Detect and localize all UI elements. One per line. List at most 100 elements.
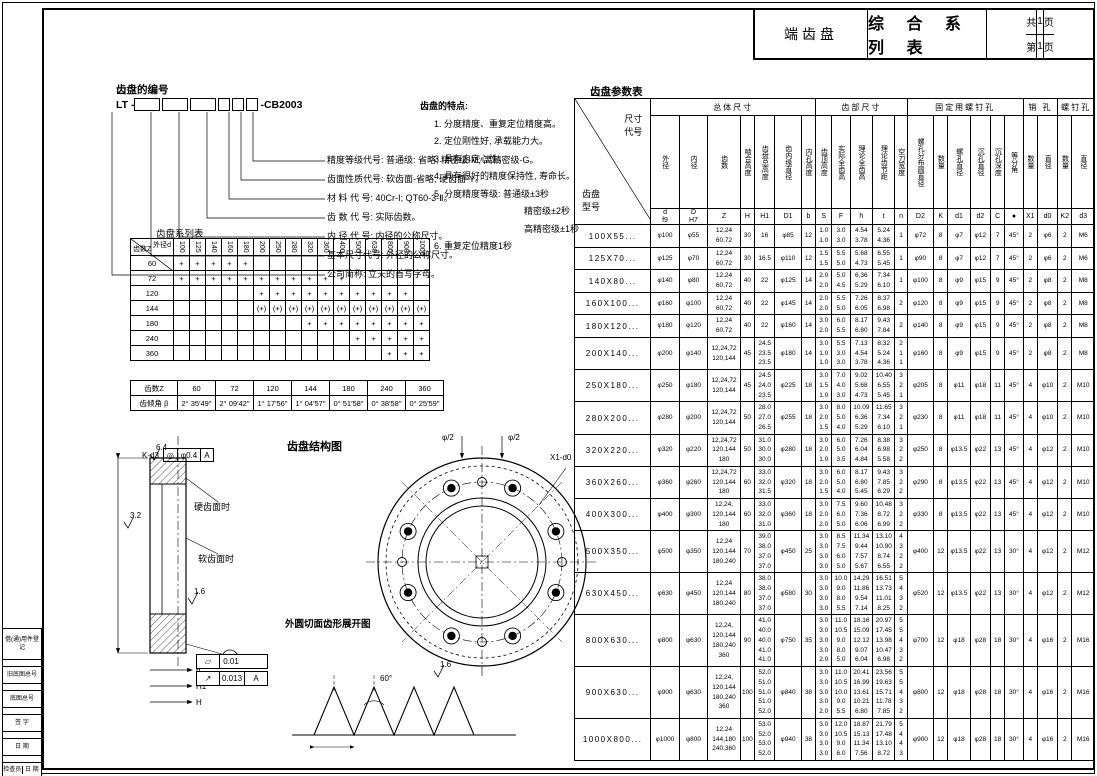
margin-spacer: [2, 756, 42, 763]
legend-line-4: 齿 数 代 号: 实际齿数。: [327, 212, 421, 222]
margin-block-1: 借(通)用件登记: [2, 628, 42, 660]
param-value: 45°: [1004, 369, 1024, 403]
param-value: φ15: [969, 336, 992, 371]
hard-face-label: 硬齿面时: [194, 501, 230, 512]
series-mark: +: [397, 345, 414, 361]
center-square: [475, 555, 489, 569]
param-value: 4: [1022, 614, 1038, 668]
param-value: φ125: [774, 269, 802, 293]
param-value: φ12: [1036, 530, 1059, 574]
param-value: 8: [933, 336, 949, 371]
series-mark: [397, 270, 414, 286]
param-value: 60: [739, 465, 756, 500]
margin-blocks: 借(通)用件登记 旧底图总号 底图总号签 字日 期检查员日 期: [2, 628, 42, 776]
pages-unit-label: 页: [1043, 18, 1054, 30]
param-value: 2: [1022, 336, 1038, 371]
param-value: 40: [739, 314, 756, 338]
param-value: φ12: [969, 246, 992, 271]
series-mark: [381, 270, 398, 286]
param-value: φ250: [906, 433, 935, 467]
param-value: 4: [1022, 433, 1038, 467]
profile-figure-title: 外圆切面齿形展开图: [285, 619, 371, 630]
page-info: 共 1 页 第 1 页: [987, 10, 1093, 58]
section-view-figure: 6.4 3.2 1.6 硬齿面时 软齿面时 b H1 H A: [115, 436, 239, 707]
param-symbol-12: n: [894, 207, 908, 226]
param-symbol-19: X1: [1022, 207, 1038, 226]
series-mark: +: [173, 255, 190, 271]
series-mark: +: [349, 315, 366, 331]
series-col-320: 320: [301, 238, 318, 256]
param-value: φ18: [969, 401, 992, 435]
series-col-280: 280: [285, 238, 302, 256]
param-value: M16: [1071, 614, 1095, 668]
param-model: 250X180...: [573, 369, 652, 403]
series-col-630: 630: [365, 238, 382, 256]
param-value: 38: [800, 666, 817, 719]
series-mark: [173, 315, 190, 331]
param-col-label-8: 齿顶高度: [815, 115, 833, 209]
param-symbol-14: K: [933, 207, 949, 226]
param-value: 5 5 4 3 2: [894, 614, 908, 668]
param-symbol-7: b: [800, 207, 817, 226]
param-value: 14: [800, 336, 817, 371]
param-value: 3 2 2: [894, 433, 908, 467]
param-value: φ520: [906, 572, 935, 616]
param-value: φ6: [1036, 224, 1059, 248]
param-value: M8: [1071, 314, 1095, 338]
param-value: 2.0 2.0: [815, 269, 833, 293]
param-value: φ1000: [650, 717, 680, 761]
param-value: 5 4 4 3: [894, 717, 908, 761]
param-value: 2 1 1: [894, 336, 908, 371]
param-value: M12: [1071, 530, 1095, 574]
param-value: φ6: [1036, 246, 1059, 271]
series-row-z60: 60 + + + + +: [130, 255, 430, 271]
param-value: 33.0 32.0 31.0: [753, 498, 776, 532]
param-model: 140X80...: [573, 269, 652, 293]
param-value: 12,24 60,72: [707, 224, 741, 248]
series-col-200: 200: [253, 238, 270, 256]
param-value: 2: [1057, 336, 1073, 371]
param-value: 100: [739, 717, 756, 761]
param-value: 7.26 6.04 4.84: [849, 433, 874, 467]
param-model: 360X260...: [573, 465, 652, 500]
param-value: φ11: [947, 401, 971, 435]
param-row-160X100: 160X100... φ160 φ100 12,24 60,72 40 22 φ145 14 2…: [573, 291, 1095, 316]
legend-line-5: 内 径 代 号: 内径的公称尺寸。: [327, 231, 448, 241]
param-value: 7.26 6.05: [849, 291, 874, 316]
series-mark: [237, 345, 254, 361]
series-mark: +: [189, 270, 206, 286]
series-mark: +: [317, 270, 334, 286]
param-value: 53.0 52.0 53.0 52.0: [753, 717, 776, 761]
series-col-140: 140: [205, 238, 222, 256]
param-value: 6.0 5.5: [831, 314, 851, 338]
param-value: 12,24 60,72: [707, 269, 741, 293]
param-value: φ22: [969, 433, 992, 467]
param-value: φ320: [650, 433, 680, 467]
param-value: φ13.5: [947, 530, 971, 574]
position-tolerance-frame: ◎ φ0.4 A: [162, 448, 214, 462]
param-value: 8: [933, 369, 949, 403]
angle-row-label: 齿倾角 β: [130, 395, 178, 411]
parallelism-value: 0.01: [223, 657, 239, 666]
param-value: 18: [800, 401, 817, 435]
pos-tol-datum: A: [204, 450, 210, 460]
param-value: φ13.5: [947, 498, 971, 532]
param-value: 8.17 6.80: [849, 314, 874, 338]
param-value: 90: [739, 614, 756, 668]
param-group-4: 销 孔: [1022, 98, 1059, 116]
param-value: 12: [933, 572, 949, 616]
param-value: 18: [800, 433, 817, 467]
param-value: 2: [1022, 291, 1038, 316]
series-col-800: 800: [381, 238, 398, 256]
roughness-3-2: 3.2: [130, 511, 142, 520]
series-mark: [301, 330, 318, 346]
param-value: 22: [753, 269, 776, 293]
series-mark: +: [381, 330, 398, 346]
param-row-630X450: 630X450... φ630 φ450 12,24 120,144 180,240 8…: [573, 572, 1095, 616]
param-value: φ16: [1036, 614, 1059, 668]
param-value: 3 2 2: [894, 465, 908, 500]
param-value: 41.0 40.0 40.0 41.0 41.0: [753, 614, 776, 668]
param-col-label-19: 数量: [1022, 115, 1038, 209]
param-col-label-15: 螺孔直径: [947, 115, 971, 209]
